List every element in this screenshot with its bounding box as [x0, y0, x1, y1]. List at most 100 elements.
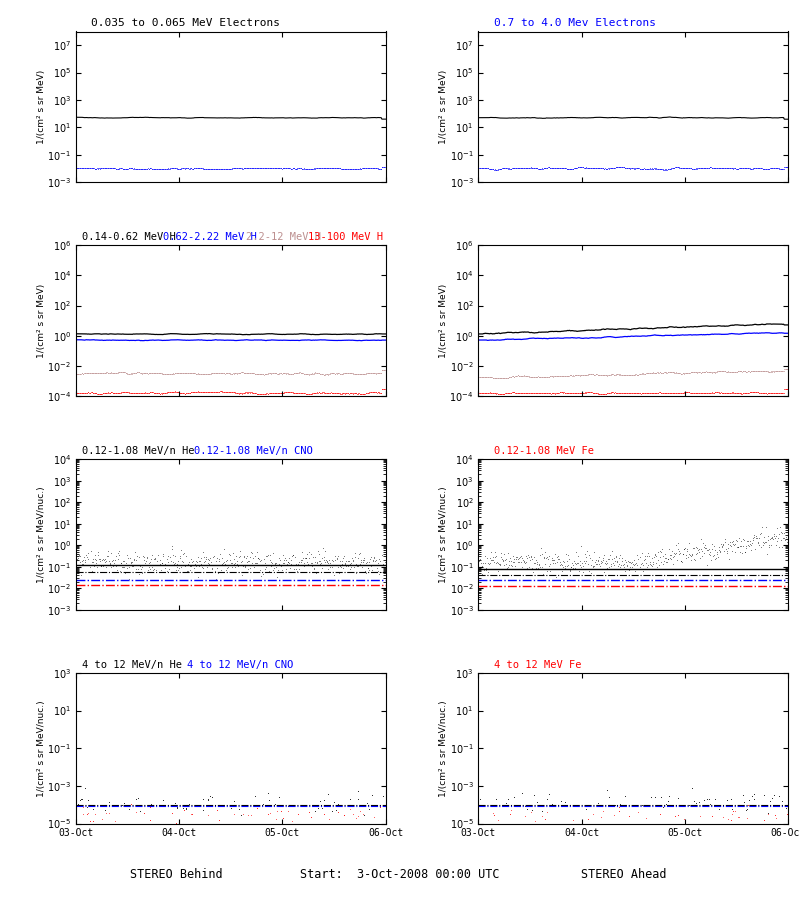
Point [526, 385, 539, 400]
Point [722, 812, 735, 826]
Point [755, 386, 768, 400]
Point [111, 386, 124, 400]
Point [292, 557, 305, 572]
Point [526, 552, 538, 566]
Point [180, 801, 193, 815]
Point [694, 532, 707, 546]
Point [362, 365, 374, 380]
Point [664, 386, 677, 400]
Point [581, 385, 594, 400]
Point [162, 385, 174, 400]
Point [229, 385, 242, 400]
Point [708, 543, 721, 557]
Point [378, 364, 391, 378]
Point [238, 365, 250, 380]
Point [657, 385, 670, 400]
Point [246, 385, 259, 400]
Point [686, 386, 699, 400]
Point [143, 365, 156, 380]
Point [151, 548, 164, 562]
Point [626, 386, 638, 400]
Point [680, 365, 693, 380]
Point [681, 385, 694, 400]
Point [472, 370, 485, 384]
Point [767, 364, 780, 379]
Point [695, 549, 708, 563]
Point [364, 552, 377, 566]
Point [142, 161, 155, 176]
Point [358, 161, 371, 176]
Point [761, 161, 774, 176]
Point [590, 367, 603, 382]
Point [213, 384, 226, 399]
Point [692, 544, 705, 559]
Point [367, 366, 380, 381]
Point [365, 365, 378, 380]
Point [696, 544, 709, 558]
Point [775, 794, 788, 808]
Point [482, 557, 495, 572]
Point [242, 385, 254, 400]
Point [183, 385, 196, 400]
Point [271, 562, 284, 577]
Point [717, 809, 730, 824]
Point [342, 559, 354, 573]
Point [570, 385, 582, 400]
Point [490, 163, 503, 177]
Point [255, 553, 268, 567]
Point [655, 554, 668, 569]
Point [740, 803, 753, 817]
Point [108, 161, 121, 176]
Point [156, 366, 169, 381]
Point [148, 365, 161, 380]
Point [569, 368, 582, 382]
Point [199, 550, 212, 564]
Point [208, 385, 221, 400]
Point [504, 162, 517, 176]
Point [372, 385, 385, 400]
Point [372, 161, 385, 176]
Point [320, 161, 333, 176]
Point [270, 570, 283, 584]
Point [210, 385, 222, 400]
Point [150, 558, 163, 572]
Point [704, 160, 717, 175]
Point [316, 367, 329, 382]
Point [646, 386, 658, 400]
Point [170, 161, 182, 176]
Point [267, 365, 280, 380]
Point [734, 161, 747, 176]
Point [499, 553, 512, 567]
Point [620, 555, 633, 570]
Point [176, 386, 189, 400]
Point [215, 366, 228, 381]
Point [163, 557, 176, 572]
Point [515, 161, 528, 176]
Point [121, 162, 134, 176]
Point [152, 558, 165, 572]
Point [613, 160, 626, 175]
Point [738, 544, 751, 559]
Point [645, 161, 658, 176]
Point [569, 385, 582, 400]
Point [312, 385, 325, 400]
Point [733, 386, 746, 400]
Point [347, 162, 360, 176]
Point [734, 386, 746, 400]
Point [86, 385, 98, 400]
Point [628, 367, 641, 382]
Point [513, 386, 526, 400]
Point [294, 386, 306, 400]
Point [649, 365, 662, 380]
Point [98, 161, 111, 176]
Point [717, 537, 730, 552]
Point [86, 554, 98, 569]
Point [759, 386, 772, 400]
Point [563, 368, 576, 382]
Point [162, 161, 175, 176]
Point [250, 801, 263, 815]
Point [565, 560, 578, 574]
Text: 4 to 12 MeV/n CNO: 4 to 12 MeV/n CNO [187, 660, 294, 670]
Point [74, 386, 86, 400]
Point [746, 161, 759, 176]
